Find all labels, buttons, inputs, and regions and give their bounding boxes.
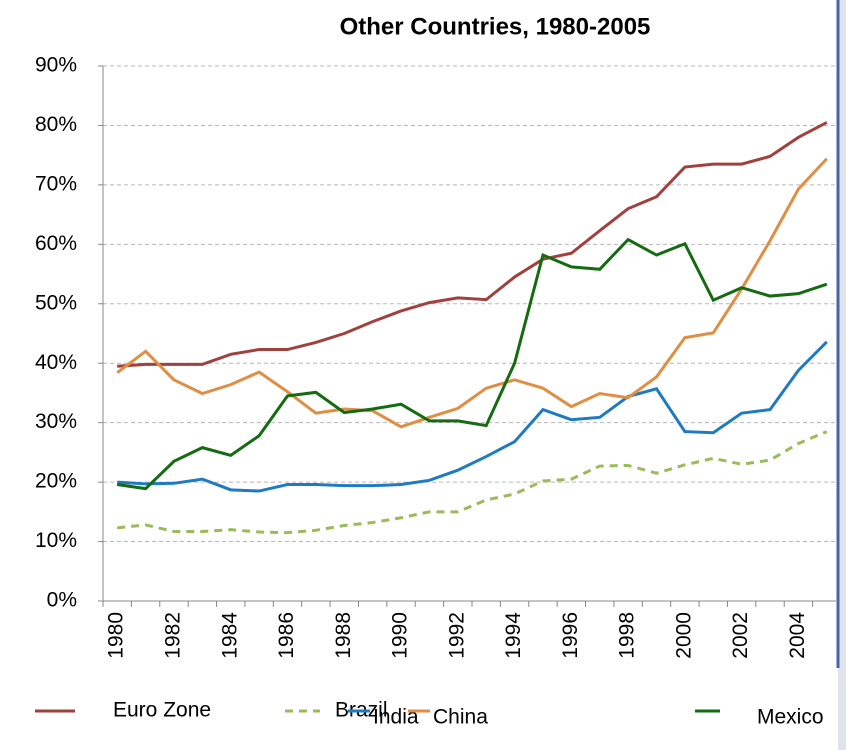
- series-line: [117, 340, 828, 493]
- y-tick-label: 10%: [35, 529, 77, 552]
- x-tick-label: 1996: [559, 612, 582, 659]
- x-tick-label: 1984: [218, 612, 241, 659]
- x-tick-label: 2004: [786, 612, 809, 659]
- y-tick-label: 50%: [35, 291, 77, 314]
- y-tick-label: 30%: [35, 410, 77, 433]
- y-tick-label: 0%: [47, 589, 77, 612]
- x-tick-label: 2000: [672, 612, 695, 659]
- x-tick-label: 1980: [105, 612, 128, 659]
- x-tick-label: 1990: [389, 612, 412, 659]
- series-line: [116, 237, 828, 491]
- series-line: [116, 157, 828, 429]
- y-tick-label: 70%: [35, 172, 77, 195]
- legend-label: Mexico: [757, 706, 824, 729]
- y-tick-label: 20%: [35, 470, 77, 493]
- y-tick-label: 40%: [35, 351, 77, 374]
- legend-label: India: [373, 706, 419, 729]
- x-tick-label: 1994: [502, 612, 525, 659]
- x-tick-label: 1982: [162, 612, 185, 659]
- series-line: [117, 121, 828, 368]
- x-tick-label: 1986: [275, 612, 298, 659]
- y-tick-label: 90%: [35, 54, 77, 77]
- legend-label: China: [433, 706, 488, 729]
- x-tick-label: 1998: [616, 612, 639, 659]
- y-tick-label: 80%: [35, 113, 77, 136]
- x-tick-label: 1992: [445, 612, 468, 659]
- series-line: [117, 430, 828, 535]
- y-tick-label: 60%: [35, 232, 77, 255]
- x-tick-label: 2002: [729, 612, 752, 659]
- chart-title: Other Countries, 1980-2005: [340, 13, 651, 40]
- x-tick-label: 1988: [332, 612, 355, 659]
- side-panel: [838, 0, 846, 750]
- legend-label: Euro Zone: [113, 699, 211, 722]
